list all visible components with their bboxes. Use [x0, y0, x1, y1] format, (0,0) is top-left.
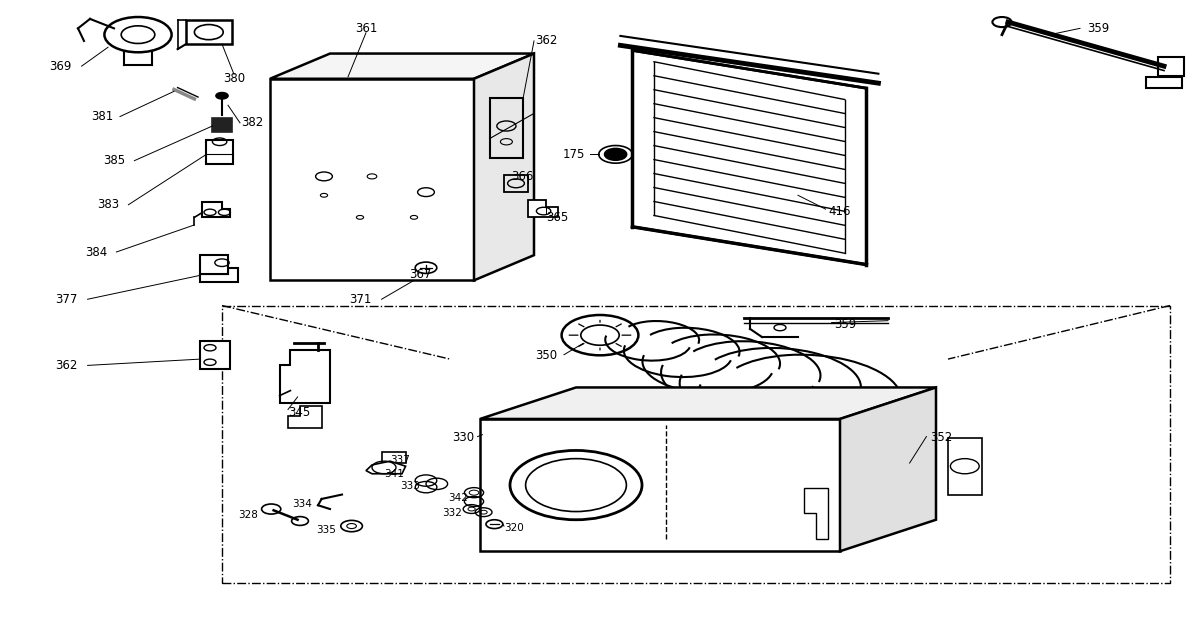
Text: 380: 380: [223, 72, 245, 85]
Text: 175: 175: [563, 148, 584, 161]
Text: 359: 359: [834, 318, 857, 331]
Text: 362: 362: [535, 35, 557, 47]
Text: 337: 337: [390, 455, 410, 465]
Text: 369: 369: [49, 60, 71, 72]
Polygon shape: [948, 438, 982, 495]
Text: 416: 416: [829, 205, 851, 217]
Text: 365: 365: [546, 211, 569, 224]
Text: 383: 383: [97, 198, 119, 211]
Bar: [1146, 77, 1182, 88]
Polygon shape: [480, 387, 936, 419]
Polygon shape: [480, 419, 840, 551]
Polygon shape: [202, 202, 230, 217]
Polygon shape: [382, 452, 406, 463]
Text: 362: 362: [55, 359, 77, 372]
Text: 345: 345: [288, 406, 311, 419]
Text: 381: 381: [91, 110, 113, 123]
Text: 320: 320: [504, 523, 523, 533]
Text: 385: 385: [103, 154, 125, 167]
Text: 367: 367: [409, 268, 431, 280]
Text: 335: 335: [316, 525, 336, 536]
Bar: [490, 98, 523, 158]
Text: 328: 328: [238, 510, 258, 520]
Polygon shape: [270, 54, 534, 79]
Text: 382: 382: [241, 117, 263, 129]
Bar: [186, 20, 232, 44]
Circle shape: [216, 93, 228, 99]
Polygon shape: [804, 488, 828, 539]
Text: 377: 377: [55, 293, 77, 306]
Text: 341: 341: [384, 469, 404, 479]
Text: 371: 371: [349, 293, 371, 306]
Polygon shape: [528, 200, 558, 217]
Text: 330: 330: [452, 432, 474, 444]
Text: 332: 332: [442, 508, 462, 518]
Bar: [1158, 57, 1184, 76]
Polygon shape: [632, 50, 866, 265]
Polygon shape: [200, 255, 228, 274]
Polygon shape: [270, 79, 474, 280]
Bar: [504, 175, 528, 192]
Text: 334: 334: [292, 499, 312, 509]
Text: 361: 361: [355, 22, 377, 35]
Polygon shape: [288, 406, 322, 428]
Polygon shape: [280, 350, 330, 403]
Text: 352: 352: [930, 432, 953, 444]
Polygon shape: [366, 461, 406, 474]
Polygon shape: [474, 54, 534, 280]
Polygon shape: [840, 387, 936, 551]
Bar: [206, 140, 233, 164]
Text: 350: 350: [535, 350, 557, 362]
Text: 342: 342: [448, 493, 468, 503]
Circle shape: [469, 490, 479, 495]
Polygon shape: [200, 341, 230, 369]
Circle shape: [605, 149, 626, 160]
Polygon shape: [200, 268, 238, 282]
Text: 384: 384: [85, 246, 107, 258]
Text: 359: 359: [1087, 22, 1109, 35]
Bar: [212, 118, 232, 132]
Text: 366: 366: [511, 170, 533, 183]
Text: 333: 333: [400, 481, 420, 491]
